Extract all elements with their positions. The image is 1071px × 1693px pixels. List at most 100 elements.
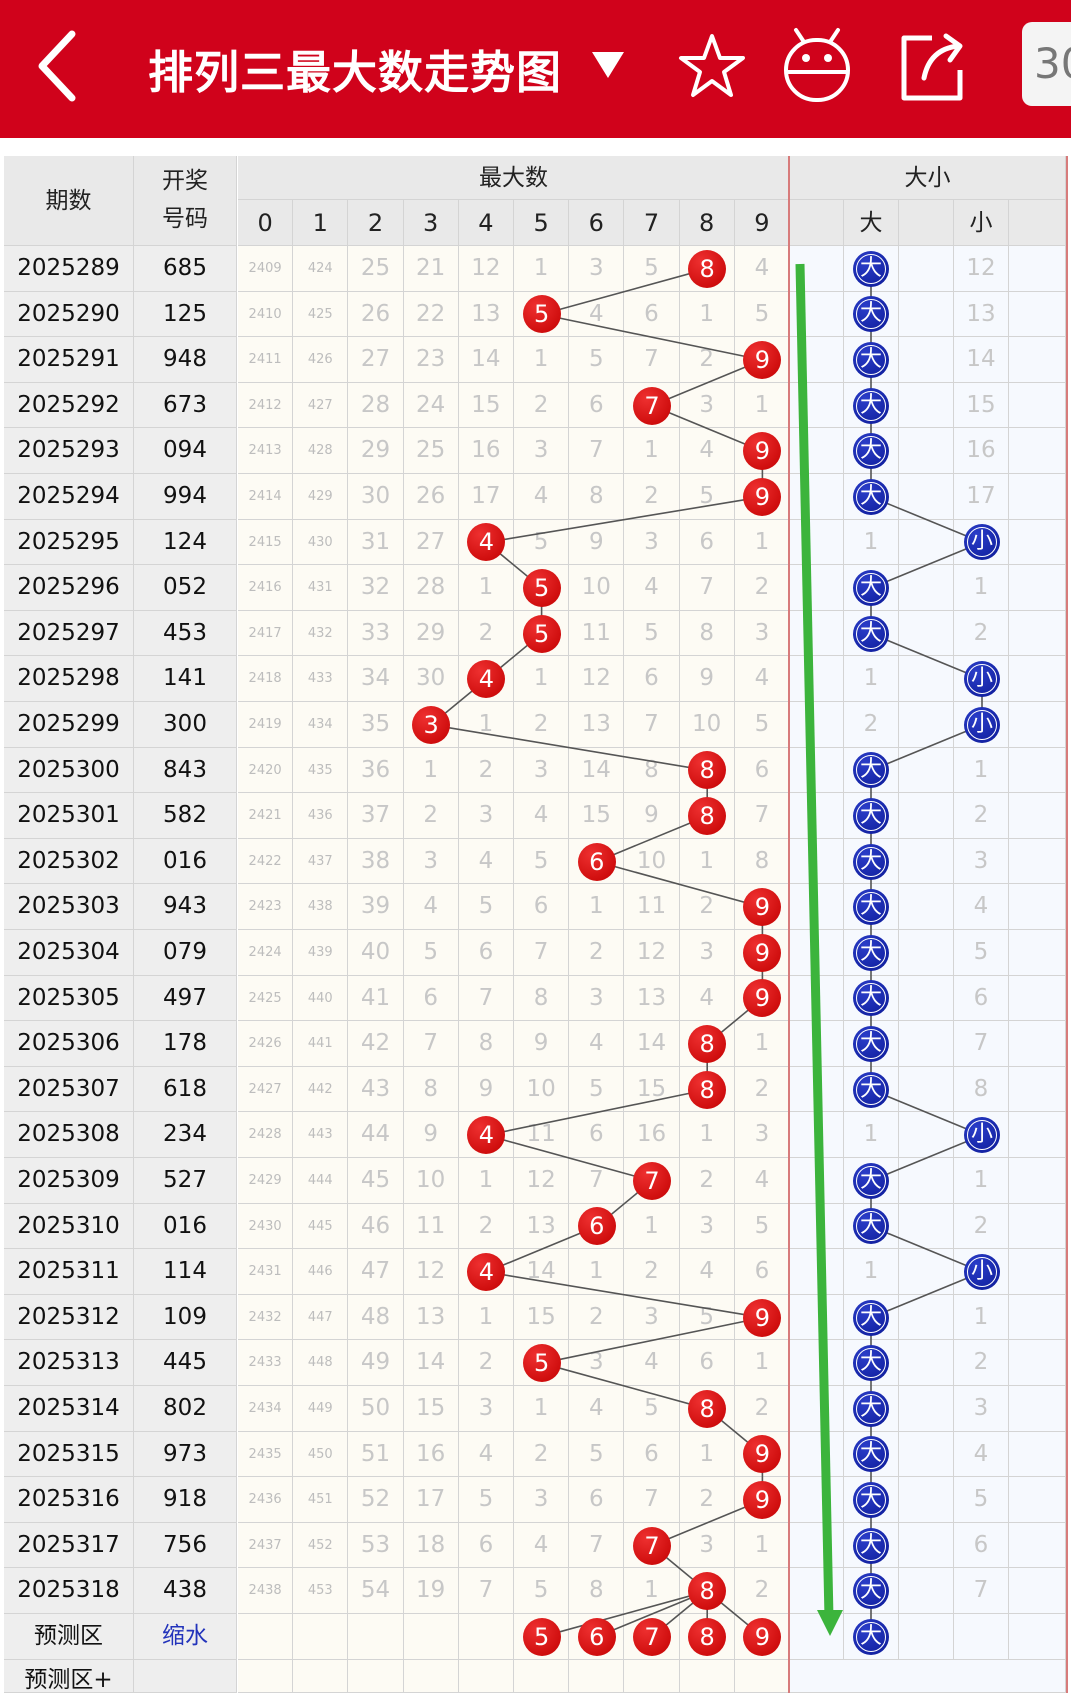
miss-cell-digit-8: 5 [679, 474, 735, 520]
miss-cell-digit-4: 1 [458, 565, 514, 611]
bs-spacer-cell [790, 747, 844, 794]
ball-text: 大 [859, 347, 882, 372]
small-ball: 小 [964, 524, 1000, 561]
ball-ring [856, 755, 886, 786]
miss-cell-digit-3: 23 [403, 337, 459, 383]
miss-cell-digit-7: 4 [624, 565, 680, 611]
max-digit-ball: 5 [522, 614, 561, 653]
max-digit-ball: 4 [467, 1116, 506, 1155]
miss-cell-digit-1: 447 [293, 1294, 349, 1341]
miss-cell-digit-1: 435 [293, 747, 349, 794]
bs-end-cell [1009, 337, 1066, 383]
issue-count-chip[interactable]: 30 [1022, 22, 1071, 106]
robot-icon[interactable] [780, 24, 854, 104]
miss-cell-digit-0: 2437 [238, 1522, 294, 1569]
miss-cell-digit-3: 9 [403, 1112, 459, 1158]
miss-cell-digit-9: 2 [734, 1568, 790, 1614]
period-cell: 2025312 [4, 1294, 134, 1341]
miss-cell-digit-1: 452 [293, 1522, 349, 1569]
max-digit-ball: 5 [522, 295, 561, 334]
miss-cell-digit-7: 5 [624, 246, 680, 292]
max-digit-ball: 8 [688, 797, 727, 835]
draw-number-cell: 438 [134, 1568, 237, 1614]
predict-plus-digit-cell [734, 1659, 790, 1693]
miss-cell-digit-9: 4 [734, 1158, 790, 1204]
miss-cell-digit-6: 9 [569, 519, 625, 566]
miss-cell-digit-7: 7 [624, 1477, 680, 1523]
bs-end-cell [1009, 1158, 1066, 1204]
bs-spacer-cell [790, 975, 844, 1022]
bs-gap-cell [899, 519, 954, 566]
miss-cell-digit-7: 2 [624, 474, 680, 520]
miss-cell-digit-6: 3 [569, 1340, 625, 1386]
miss-cell-digit-1: 446 [293, 1249, 349, 1295]
miss-cell-digit-8: 10 [679, 702, 735, 748]
miss-cell-digit-6: 15 [569, 793, 625, 839]
predict-plus-digit-cell [624, 1659, 680, 1693]
share-icon[interactable] [894, 30, 970, 106]
miss-cell-digit-4: 3 [458, 1386, 514, 1432]
miss-cell-digit-1: 431 [293, 565, 349, 611]
miss-cell-digit-9: 5 [734, 1203, 790, 1250]
ball-text: 大 [859, 575, 882, 600]
miss-cell-digit-6: 12 [569, 656, 625, 702]
big-ball: 大 [853, 433, 889, 470]
big-ball: 大 [853, 478, 889, 515]
miss-cell-digit-7: 15 [624, 1066, 680, 1113]
miss-cell-digit-8: 6 [679, 1340, 735, 1386]
draw-number-cell: 079 [134, 930, 237, 976]
small-cell: 15 [954, 382, 1009, 429]
miss-cell-digit-0: 2414 [238, 474, 294, 520]
page-title[interactable]: 排列三最大数走势图 [148, 46, 563, 99]
ball-ring [856, 1165, 886, 1196]
ball-text: 小 [970, 529, 993, 555]
small-cell: 6 [954, 1522, 1009, 1569]
draw-number-cell: 016 [134, 1203, 237, 1250]
dropdown-caret-icon[interactable] [588, 44, 628, 84]
miss-cell-digit-6: 2 [569, 930, 625, 976]
bs-spacer-cell [790, 1477, 844, 1523]
ball-ring [856, 1074, 886, 1105]
miss-cell-digit-4: 2 [458, 747, 514, 794]
max-digit-ball: 3 [412, 705, 451, 744]
ball-text: 大 [859, 1441, 882, 1467]
small-cell: 7 [954, 1021, 1009, 1067]
predict-shrink-link[interactable]: 缩水 [134, 1614, 237, 1660]
miss-cell-digit-4: 8 [458, 1021, 514, 1067]
bs-spacer-cell [790, 1249, 844, 1295]
period-cell: 2025315 [4, 1431, 134, 1478]
predict-plus-bs-cell [790, 1659, 1066, 1693]
bs-end-cell [1009, 1021, 1066, 1067]
miss-cell-digit-6: 1 [569, 1249, 625, 1295]
col-group-bs: 大小 [790, 156, 1066, 200]
predict-plus-label: 预测区+ [4, 1659, 134, 1693]
star-icon[interactable] [676, 30, 748, 102]
miss-cell-digit-2: 41 [348, 975, 404, 1022]
ball-ring [856, 1621, 886, 1652]
miss-cell-digit-6: 4 [569, 291, 625, 338]
col-group-max: 最大数 [238, 156, 790, 200]
small-cell: 6 [954, 975, 1009, 1022]
miss-cell-digit-4: 4 [458, 1431, 514, 1478]
miss-cell-digit-9: 1 [734, 1522, 790, 1569]
ball-ring [856, 1348, 886, 1379]
miss-cell-digit-2: 51 [348, 1431, 404, 1478]
back-arrow-icon[interactable] [32, 28, 82, 104]
miss-cell-digit-4: 16 [458, 428, 514, 474]
bs-gap-cell [899, 793, 954, 839]
miss-cell-digit-8: 1 [679, 291, 735, 338]
draw-number-cell: 973 [134, 1431, 237, 1478]
bs-spacer-cell [790, 930, 844, 976]
miss-cell-digit-9: 4 [734, 246, 790, 292]
miss-cell-digit-3: 6 [403, 975, 459, 1022]
ball-text: 大 [859, 1350, 882, 1376]
bs-spacer-cell [790, 519, 844, 566]
ball-ring [856, 801, 886, 831]
ball-text: 大 [859, 848, 882, 874]
miss-cell-digit-0: 2415 [238, 519, 294, 566]
miss-cell-digit-1: 432 [293, 610, 349, 657]
bs-end-cell [1009, 474, 1066, 520]
miss-cell-digit-2: 44 [348, 1112, 404, 1158]
big-cell: 1 [844, 1249, 899, 1295]
col-header-small: 小 [954, 200, 1009, 246]
